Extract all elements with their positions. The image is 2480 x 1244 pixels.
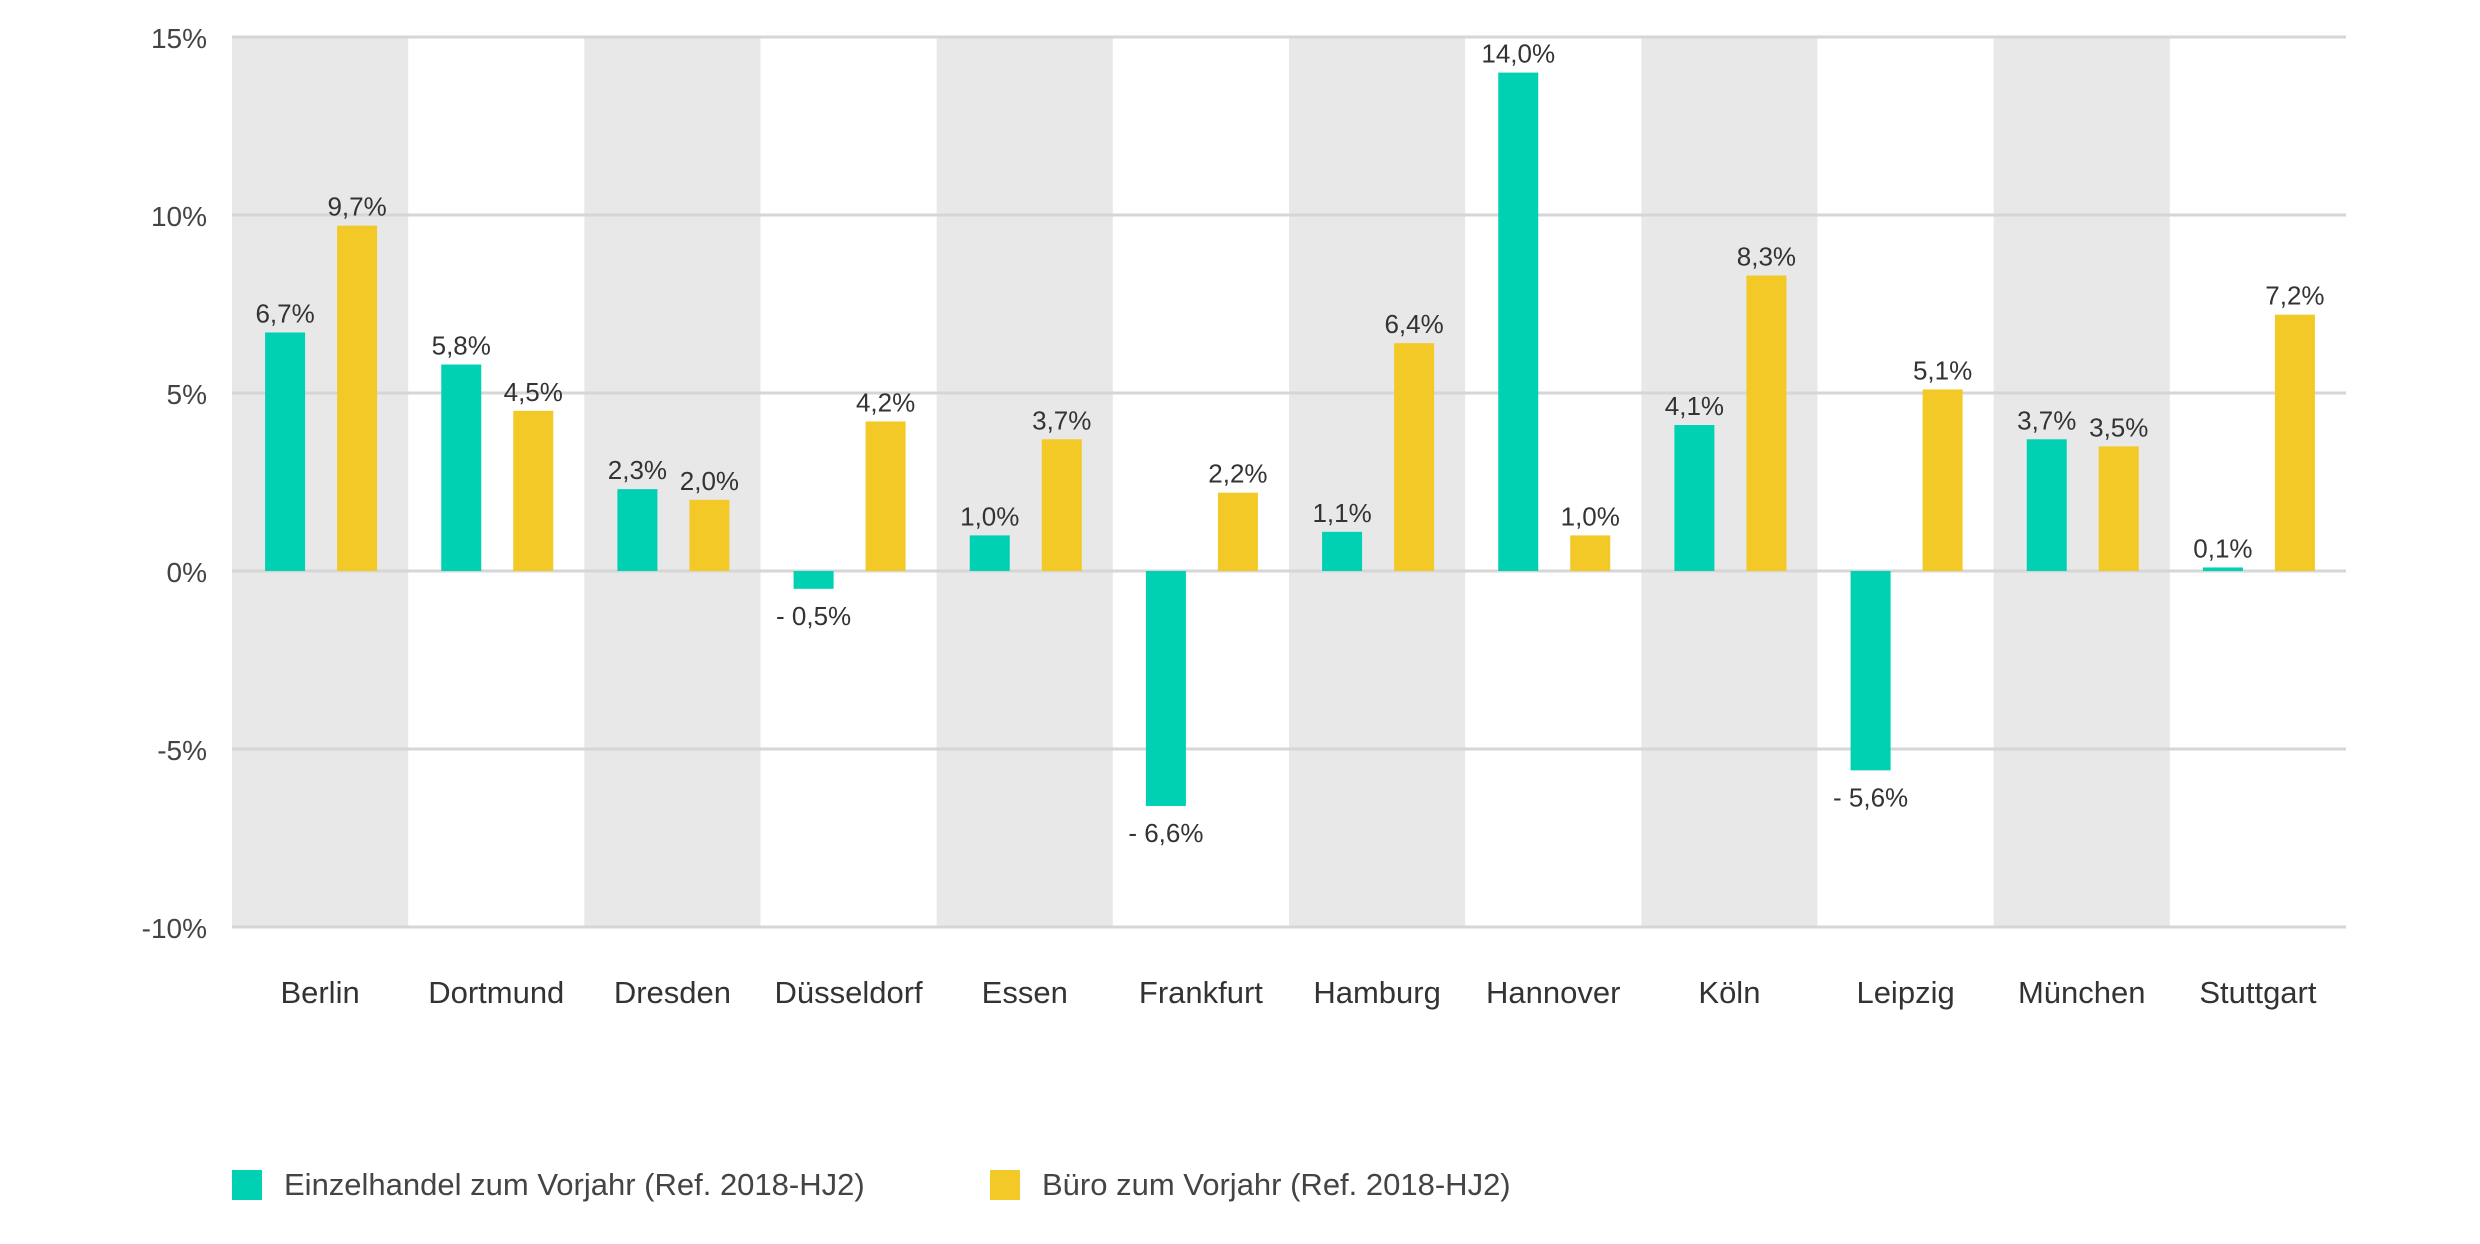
- data-label: 1,0%: [1561, 501, 1620, 531]
- bar-buero: [1394, 343, 1435, 571]
- data-label: 1,0%: [960, 501, 1019, 531]
- background-band: [584, 37, 761, 927]
- data-label: 9,7%: [327, 192, 386, 222]
- background-band: [1289, 37, 1466, 927]
- bar-einzelhandel: [265, 332, 306, 571]
- background-band: [1993, 37, 2170, 927]
- bar-buero: [1217, 492, 1258, 571]
- bar-buero: [513, 410, 554, 571]
- data-label: 8,3%: [1737, 242, 1796, 272]
- data-label: 5,8%: [432, 331, 491, 361]
- bar-einzelhandel: [1145, 571, 1186, 806]
- bar-einzelhandel: [1498, 72, 1539, 571]
- data-label: - 5,6%: [1833, 782, 1908, 812]
- y-tick-label: 5%: [167, 379, 207, 410]
- x-tick-label: München: [2018, 975, 2146, 1010]
- x-tick-label: Stuttgart: [2199, 975, 2317, 1010]
- y-tick-label: 15%: [151, 23, 207, 54]
- x-tick-label: Dresden: [614, 975, 731, 1010]
- x-tick-label: Berlin: [280, 975, 359, 1010]
- data-label: 0,1%: [2193, 533, 2252, 563]
- data-label: 4,5%: [504, 377, 563, 407]
- data-label: 6,7%: [255, 298, 314, 328]
- background-band: [1641, 37, 1818, 927]
- bar-einzelhandel: [1850, 571, 1891, 771]
- bar-buero: [2274, 314, 2315, 571]
- bar-einzelhandel: [1674, 425, 1715, 571]
- bar-einzelhandel: [617, 489, 658, 571]
- legend-item-einzelhandel: Einzelhandel zum Vorjahr (Ref. 2018-HJ2): [232, 1167, 865, 1203]
- data-label: 3,5%: [2089, 412, 2148, 442]
- y-tick-label: -5%: [157, 735, 207, 766]
- bar-einzelhandel: [1322, 531, 1363, 571]
- x-tick-label: Hamburg: [1313, 975, 1441, 1010]
- x-tick-label: Düsseldorf: [774, 975, 923, 1010]
- bar-buero: [689, 499, 730, 571]
- y-tick-label: -10%: [142, 913, 207, 944]
- legend-swatch-einzelhandel: [232, 1170, 262, 1200]
- bar-buero: [1922, 389, 1963, 571]
- x-tick-label: Dortmund: [428, 975, 564, 1010]
- legend-label-einzelhandel: Einzelhandel zum Vorjahr (Ref. 2018-HJ2): [284, 1167, 865, 1202]
- data-label: 2,3%: [608, 455, 667, 485]
- data-label: 3,7%: [2017, 405, 2076, 435]
- x-tick-label: Leipzig: [1856, 975, 1954, 1010]
- bar-buero: [1746, 275, 1787, 571]
- data-label: 4,2%: [856, 387, 915, 417]
- data-label: 2,0%: [680, 466, 739, 496]
- data-label: 4,1%: [1665, 391, 1724, 421]
- x-tick-label: Hannover: [1486, 975, 1620, 1010]
- bar-einzelhandel: [793, 571, 834, 589]
- data-label: 6,4%: [1384, 309, 1443, 339]
- bar-einzelhandel: [2202, 567, 2243, 571]
- data-label: 2,2%: [1208, 459, 1267, 489]
- x-tick-label: Essen: [982, 975, 1068, 1010]
- bar-buero: [2098, 446, 2139, 571]
- data-label: 14,0%: [1481, 39, 1555, 69]
- data-label: - 0,5%: [776, 601, 851, 631]
- bar-buero: [1041, 439, 1082, 571]
- data-label: - 6,6%: [1128, 818, 1203, 848]
- legend-label-buero: Büro zum Vorjahr (Ref. 2018-HJ2): [1042, 1167, 1511, 1202]
- x-tick-label: Frankfurt: [1139, 975, 1263, 1010]
- background-band: [232, 37, 409, 927]
- y-tick-label: 0%: [167, 557, 207, 588]
- data-label: 5,1%: [1913, 355, 1972, 385]
- data-label: 1,1%: [1312, 498, 1371, 528]
- bar-buero: [865, 421, 906, 571]
- x-tick-label: Köln: [1698, 975, 1760, 1010]
- y-tick-label: 10%: [151, 201, 207, 232]
- bar-buero: [1570, 535, 1611, 571]
- background-band: [936, 37, 1113, 927]
- data-label: 7,2%: [2265, 281, 2324, 311]
- bar-buero: [337, 225, 378, 571]
- bar-einzelhandel: [441, 364, 482, 571]
- legend-swatch-buero: [990, 1170, 1020, 1200]
- bar-einzelhandel: [2026, 439, 2067, 571]
- data-label: 3,7%: [1032, 405, 1091, 435]
- legend-item-buero: Büro zum Vorjahr (Ref. 2018-HJ2): [990, 1167, 1511, 1203]
- bar-einzelhandel: [969, 535, 1010, 571]
